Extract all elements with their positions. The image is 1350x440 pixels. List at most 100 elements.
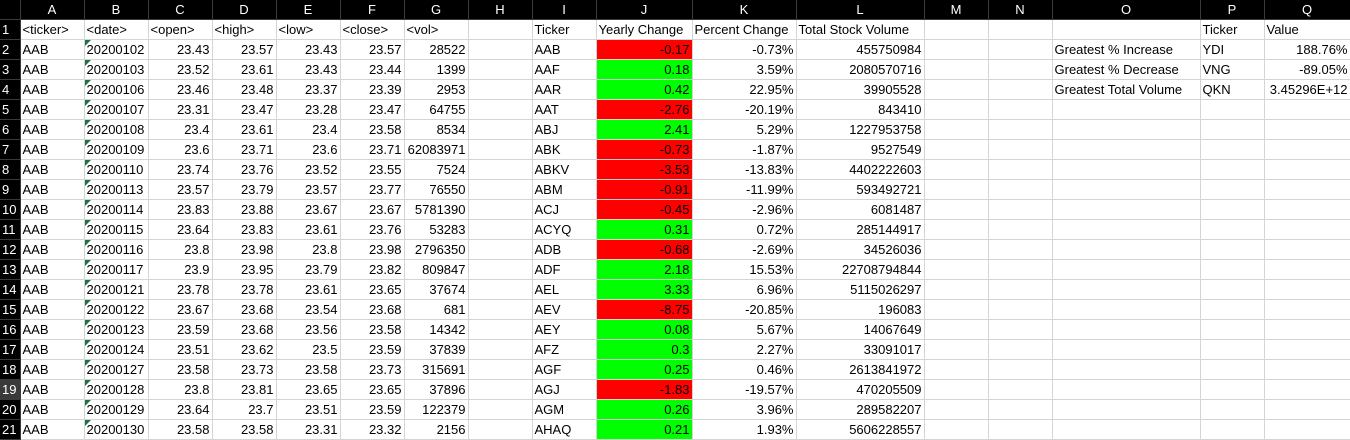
- cell-i21[interactable]: AHAQ: [532, 419, 597, 440]
- cell-n3[interactable]: [988, 59, 1053, 80]
- cell-c16[interactable]: 23.59: [148, 319, 213, 340]
- cell-b7[interactable]: 20200109: [84, 139, 149, 160]
- cell-o14[interactable]: [1052, 279, 1201, 300]
- cell-o2[interactable]: Greatest % Increase: [1052, 39, 1201, 60]
- cell-q3[interactable]: -89.05%: [1264, 59, 1350, 80]
- cell-p5[interactable]: [1200, 99, 1265, 120]
- cell-e17[interactable]: 23.5: [276, 339, 341, 360]
- cell-b6[interactable]: 20200108: [84, 119, 149, 140]
- cell-f9[interactable]: 23.77: [340, 179, 405, 200]
- cell-q16[interactable]: [1264, 319, 1350, 340]
- cell-l14[interactable]: 5115026297: [796, 279, 925, 300]
- row-header[interactable]: 20: [0, 399, 21, 420]
- cell-f21[interactable]: 23.32: [340, 419, 405, 440]
- cell-g20[interactable]: 122379: [404, 399, 469, 420]
- cell-f13[interactable]: 23.82: [340, 259, 405, 280]
- cell-c11[interactable]: 23.64: [148, 219, 213, 240]
- cell-l3[interactable]: 2080570716: [796, 59, 925, 80]
- row-header[interactable]: 13: [0, 259, 21, 280]
- cell-e20[interactable]: 23.51: [276, 399, 341, 420]
- cell-e7[interactable]: 23.6: [276, 139, 341, 160]
- cell-c4[interactable]: 23.46: [148, 79, 213, 100]
- cell-k21[interactable]: 1.93%: [692, 419, 797, 440]
- cell-g1[interactable]: <vol>: [404, 19, 469, 40]
- cell-k19[interactable]: -19.57%: [692, 379, 797, 400]
- cell-h8[interactable]: [468, 159, 533, 180]
- cell-j14[interactable]: 3.33: [596, 279, 693, 300]
- cell-m21[interactable]: [924, 419, 989, 440]
- cell-i20[interactable]: AGM: [532, 399, 597, 420]
- cell-p18[interactable]: [1200, 359, 1265, 380]
- cell-q13[interactable]: [1264, 259, 1350, 280]
- row-header[interactable]: 9: [0, 179, 21, 200]
- cell-e13[interactable]: 23.79: [276, 259, 341, 280]
- cell-d3[interactable]: 23.61: [212, 59, 277, 80]
- cell-o9[interactable]: [1052, 179, 1201, 200]
- cell-g9[interactable]: 76550: [404, 179, 469, 200]
- cell-a21[interactable]: AAB: [20, 419, 85, 440]
- cell-g5[interactable]: 64755: [404, 99, 469, 120]
- cell-d1[interactable]: <high>: [212, 19, 277, 40]
- cell-m6[interactable]: [924, 119, 989, 140]
- cell-j10[interactable]: -0.45: [596, 199, 693, 220]
- cell-i10[interactable]: ACJ: [532, 199, 597, 220]
- cell-o18[interactable]: [1052, 359, 1201, 380]
- cell-d10[interactable]: 23.88: [212, 199, 277, 220]
- cell-j21[interactable]: 0.21: [596, 419, 693, 440]
- cell-j6[interactable]: 2.41: [596, 119, 693, 140]
- cell-l11[interactable]: 285144917: [796, 219, 925, 240]
- cell-e15[interactable]: 23.54: [276, 299, 341, 320]
- cell-i15[interactable]: AEV: [532, 299, 597, 320]
- row-header[interactable]: 17: [0, 339, 21, 360]
- cell-a3[interactable]: AAB: [20, 59, 85, 80]
- cell-p3[interactable]: VNG: [1200, 59, 1265, 80]
- cell-h13[interactable]: [468, 259, 533, 280]
- cell-g2[interactable]: 28522: [404, 39, 469, 60]
- cell-l8[interactable]: 4402222603: [796, 159, 925, 180]
- cell-n20[interactable]: [988, 399, 1053, 420]
- cell-e3[interactable]: 23.43: [276, 59, 341, 80]
- cell-e12[interactable]: 23.8: [276, 239, 341, 260]
- row-header[interactable]: 6: [0, 119, 21, 140]
- cell-j15[interactable]: -8.75: [596, 299, 693, 320]
- cell-i7[interactable]: ABK: [532, 139, 597, 160]
- cell-e19[interactable]: 23.65: [276, 379, 341, 400]
- cell-p8[interactable]: [1200, 159, 1265, 180]
- cell-b1[interactable]: <date>: [84, 19, 149, 40]
- cell-m12[interactable]: [924, 239, 989, 260]
- cell-b2[interactable]: 20200102: [84, 39, 149, 60]
- cell-q19[interactable]: [1264, 379, 1350, 400]
- cell-j19[interactable]: -1.83: [596, 379, 693, 400]
- cell-d4[interactable]: 23.48: [212, 79, 277, 100]
- column-header-d[interactable]: D: [212, 0, 277, 20]
- cell-f6[interactable]: 23.58: [340, 119, 405, 140]
- cell-j5[interactable]: -2.76: [596, 99, 693, 120]
- cell-p19[interactable]: [1200, 379, 1265, 400]
- cell-p1[interactable]: Ticker: [1200, 19, 1265, 40]
- column-header-m[interactable]: M: [924, 0, 989, 20]
- cell-f17[interactable]: 23.59: [340, 339, 405, 360]
- row-header[interactable]: 19: [0, 379, 21, 400]
- cell-a2[interactable]: AAB: [20, 39, 85, 60]
- cell-q1[interactable]: Value: [1264, 19, 1350, 40]
- cell-j12[interactable]: -0.68: [596, 239, 693, 260]
- cell-h7[interactable]: [468, 139, 533, 160]
- cell-i2[interactable]: AAB: [532, 39, 597, 60]
- cell-a5[interactable]: AAB: [20, 99, 85, 120]
- cell-p13[interactable]: [1200, 259, 1265, 280]
- cell-m13[interactable]: [924, 259, 989, 280]
- cell-f5[interactable]: 23.47: [340, 99, 405, 120]
- column-header-o[interactable]: O: [1052, 0, 1201, 20]
- cell-l20[interactable]: 289582207: [796, 399, 925, 420]
- cell-g21[interactable]: 2156: [404, 419, 469, 440]
- cell-f3[interactable]: 23.44: [340, 59, 405, 80]
- cell-h4[interactable]: [468, 79, 533, 100]
- cell-d11[interactable]: 23.83: [212, 219, 277, 240]
- cell-i4[interactable]: AAR: [532, 79, 597, 100]
- cell-e10[interactable]: 23.67: [276, 199, 341, 220]
- cell-o5[interactable]: [1052, 99, 1201, 120]
- cell-b16[interactable]: 20200123: [84, 319, 149, 340]
- cell-a7[interactable]: AAB: [20, 139, 85, 160]
- cell-m14[interactable]: [924, 279, 989, 300]
- cell-m19[interactable]: [924, 379, 989, 400]
